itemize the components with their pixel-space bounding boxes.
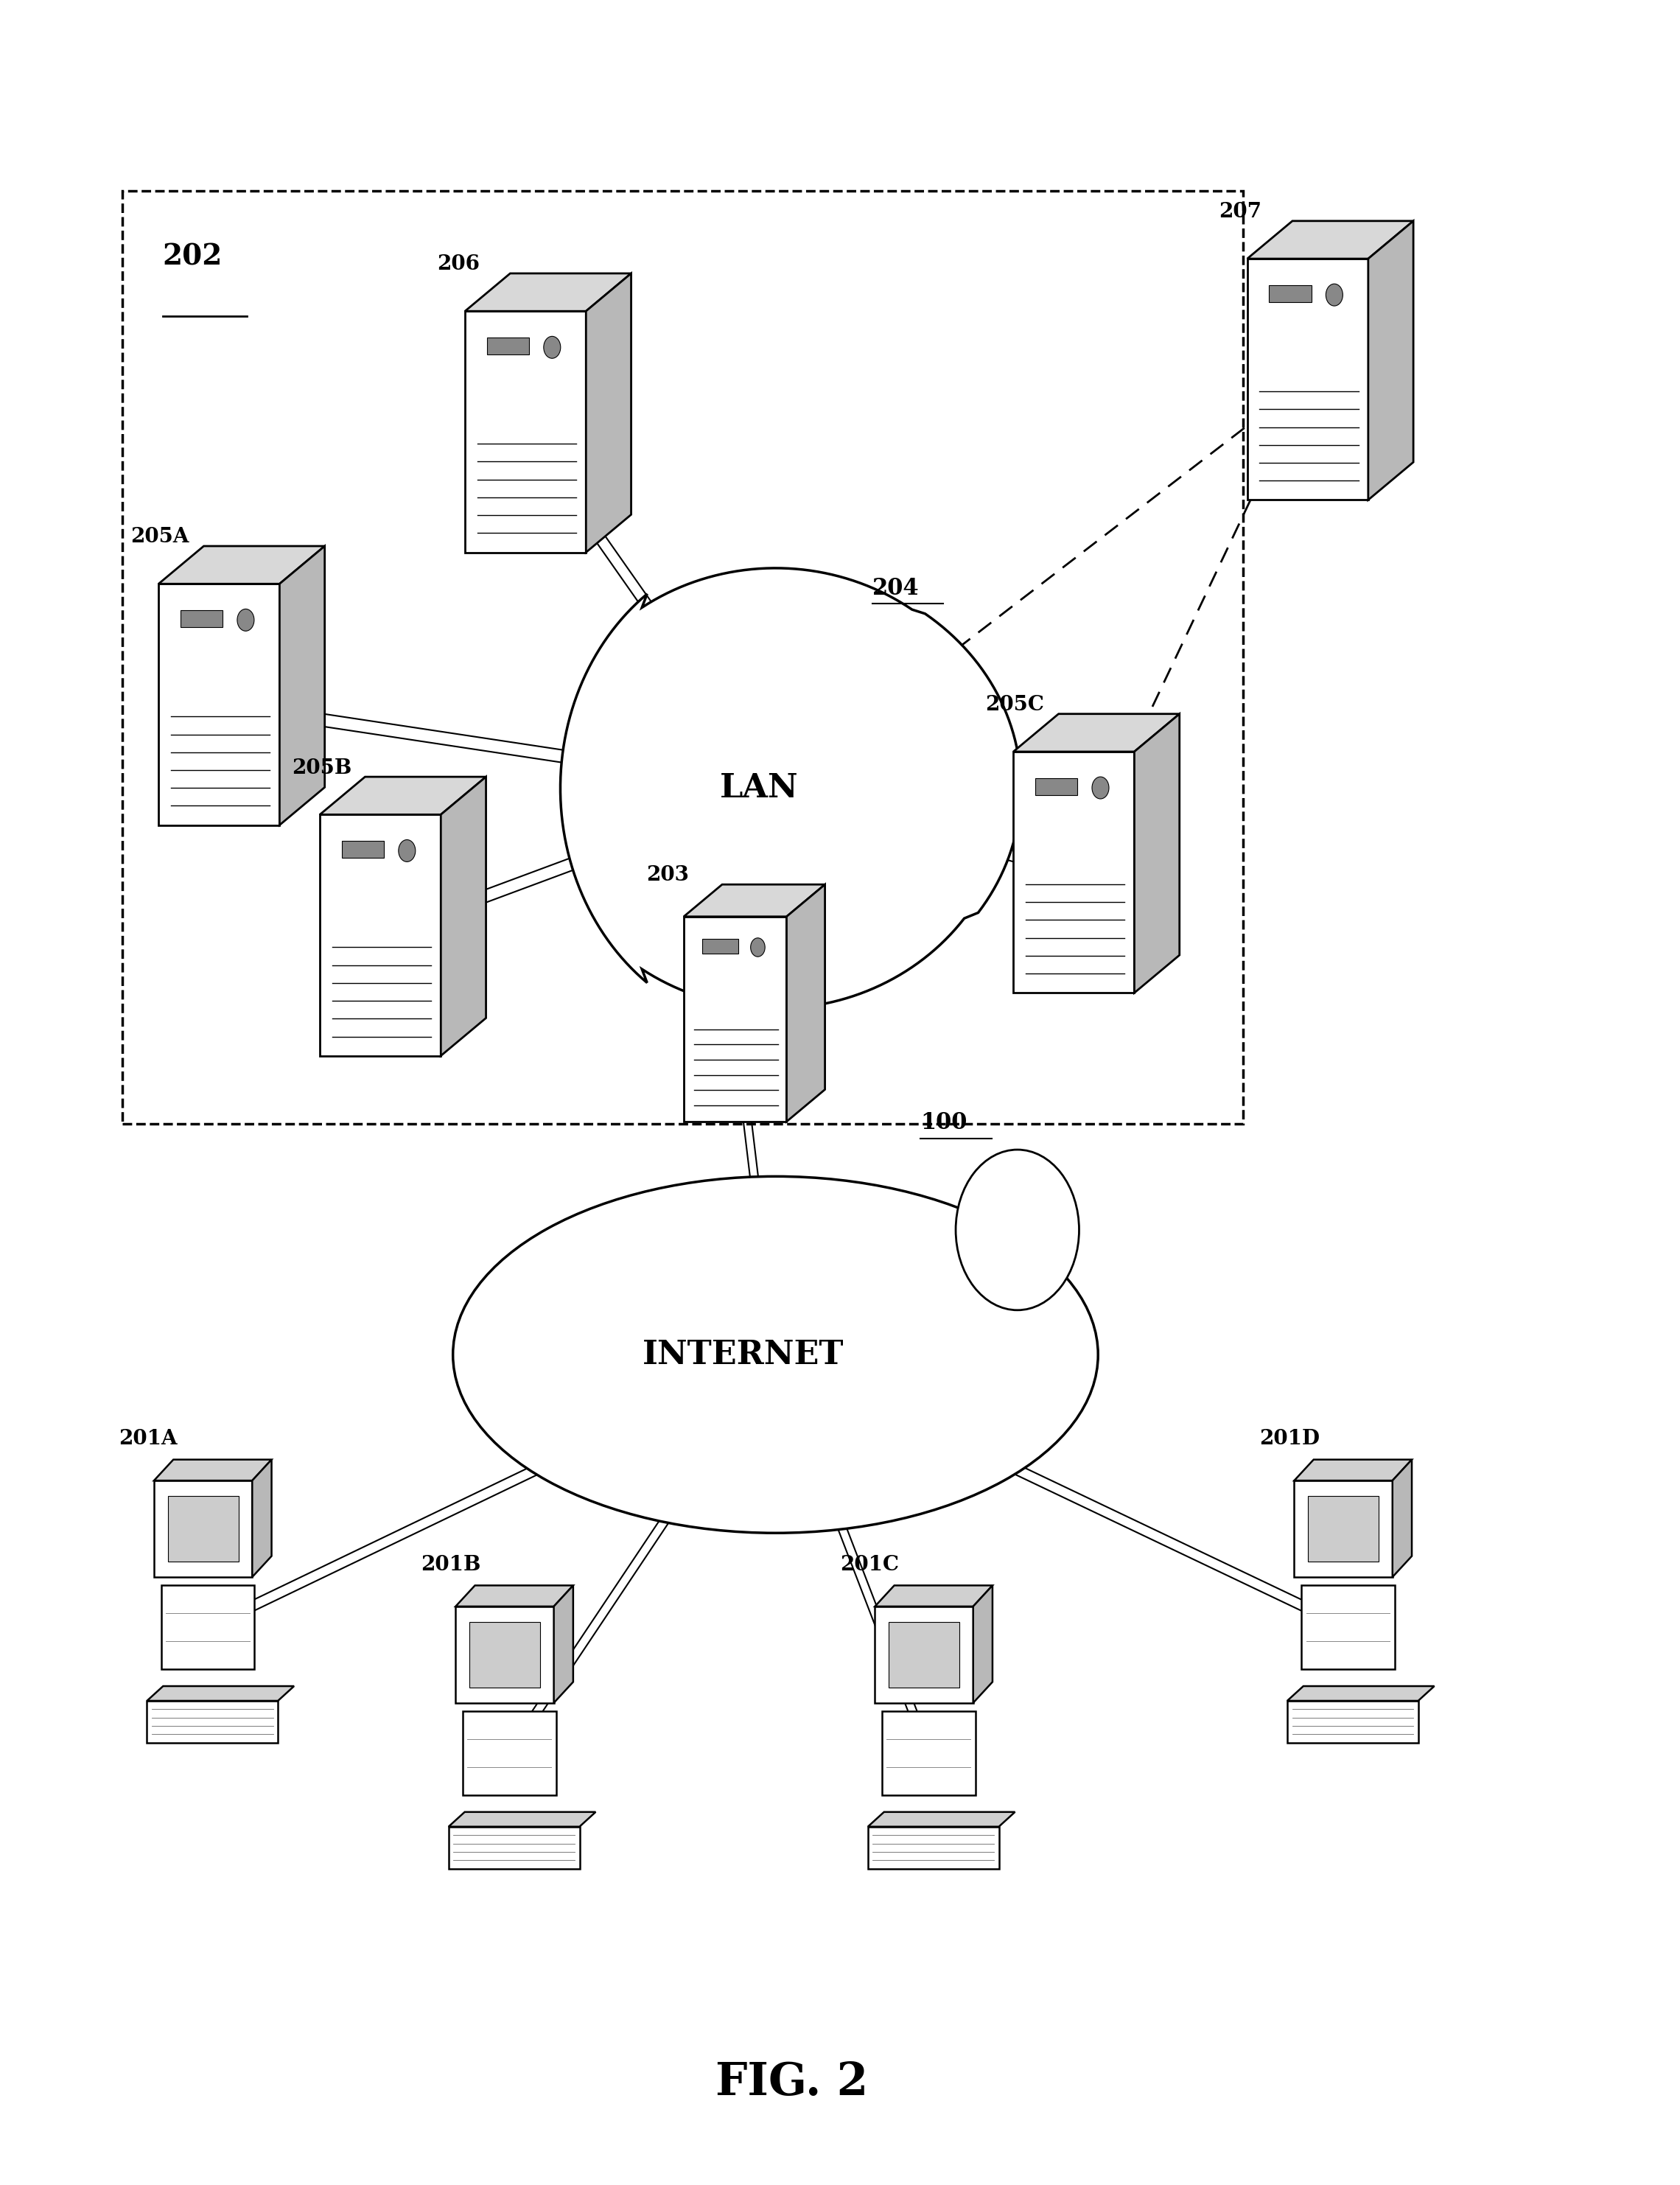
Polygon shape	[1309, 1497, 1379, 1562]
Polygon shape	[1013, 714, 1179, 752]
Polygon shape	[1393, 1460, 1411, 1578]
Text: 206: 206	[437, 253, 479, 275]
Polygon shape	[487, 339, 529, 354]
Text: 205C: 205C	[984, 695, 1043, 714]
Polygon shape	[146, 1700, 277, 1744]
Circle shape	[398, 839, 415, 861]
Polygon shape	[455, 1586, 573, 1606]
Text: 204: 204	[872, 577, 919, 599]
Circle shape	[1092, 778, 1109, 800]
Polygon shape	[684, 916, 786, 1121]
Polygon shape	[1013, 752, 1134, 992]
Text: 202: 202	[163, 243, 222, 271]
Polygon shape	[889, 1621, 959, 1687]
Polygon shape	[146, 1687, 294, 1700]
Polygon shape	[455, 1606, 554, 1702]
Polygon shape	[1247, 221, 1413, 258]
Text: 201C: 201C	[840, 1556, 899, 1575]
Polygon shape	[875, 1586, 993, 1606]
Polygon shape	[1287, 1700, 1418, 1744]
Text: 203: 203	[647, 865, 689, 885]
Polygon shape	[158, 546, 324, 583]
Polygon shape	[465, 310, 586, 553]
Text: 201B: 201B	[420, 1556, 480, 1575]
Polygon shape	[702, 940, 738, 953]
Polygon shape	[875, 1606, 973, 1702]
Polygon shape	[786, 885, 825, 1121]
Polygon shape	[168, 1497, 239, 1562]
Polygon shape	[462, 1711, 556, 1796]
Text: 201A: 201A	[119, 1429, 178, 1449]
Polygon shape	[319, 778, 486, 815]
Text: 205A: 205A	[131, 527, 188, 546]
Polygon shape	[973, 1586, 993, 1702]
Polygon shape	[252, 1460, 272, 1578]
Text: 207: 207	[1220, 201, 1262, 223]
Polygon shape	[1302, 1586, 1394, 1669]
Polygon shape	[341, 841, 385, 859]
Polygon shape	[882, 1711, 976, 1796]
Ellipse shape	[454, 1176, 1099, 1534]
Text: 100: 100	[921, 1112, 968, 1134]
Text: FIG. 2: FIG. 2	[716, 2060, 869, 2104]
Polygon shape	[1294, 1460, 1411, 1481]
Polygon shape	[1368, 221, 1413, 500]
Polygon shape	[155, 1481, 252, 1578]
Polygon shape	[440, 778, 486, 1055]
Polygon shape	[279, 546, 324, 826]
Polygon shape	[319, 815, 440, 1055]
Polygon shape	[158, 583, 279, 826]
Circle shape	[544, 336, 561, 358]
Polygon shape	[161, 1586, 255, 1669]
Text: INTERNET: INTERNET	[642, 1339, 843, 1370]
Circle shape	[1326, 284, 1342, 306]
Polygon shape	[1287, 1687, 1435, 1700]
Polygon shape	[554, 1586, 573, 1702]
Polygon shape	[469, 1621, 539, 1687]
Text: 201D: 201D	[1260, 1429, 1320, 1449]
Polygon shape	[1268, 286, 1312, 302]
Circle shape	[237, 610, 254, 631]
Polygon shape	[869, 1811, 1015, 1827]
Polygon shape	[684, 885, 825, 916]
Polygon shape	[155, 1460, 272, 1481]
Circle shape	[751, 937, 764, 957]
Polygon shape	[1035, 778, 1077, 795]
Polygon shape	[1134, 714, 1179, 992]
Polygon shape	[180, 610, 223, 627]
Polygon shape	[1294, 1481, 1393, 1578]
Circle shape	[956, 1149, 1079, 1311]
Polygon shape	[449, 1811, 596, 1827]
Polygon shape	[465, 273, 632, 310]
Text: LAN: LAN	[721, 773, 798, 804]
Polygon shape	[561, 568, 1021, 1009]
Polygon shape	[1247, 258, 1368, 500]
Polygon shape	[586, 273, 632, 553]
Bar	[123, 190, 1243, 1123]
Text: 205B: 205B	[292, 758, 351, 778]
Polygon shape	[449, 1827, 580, 1868]
Polygon shape	[869, 1827, 1000, 1868]
